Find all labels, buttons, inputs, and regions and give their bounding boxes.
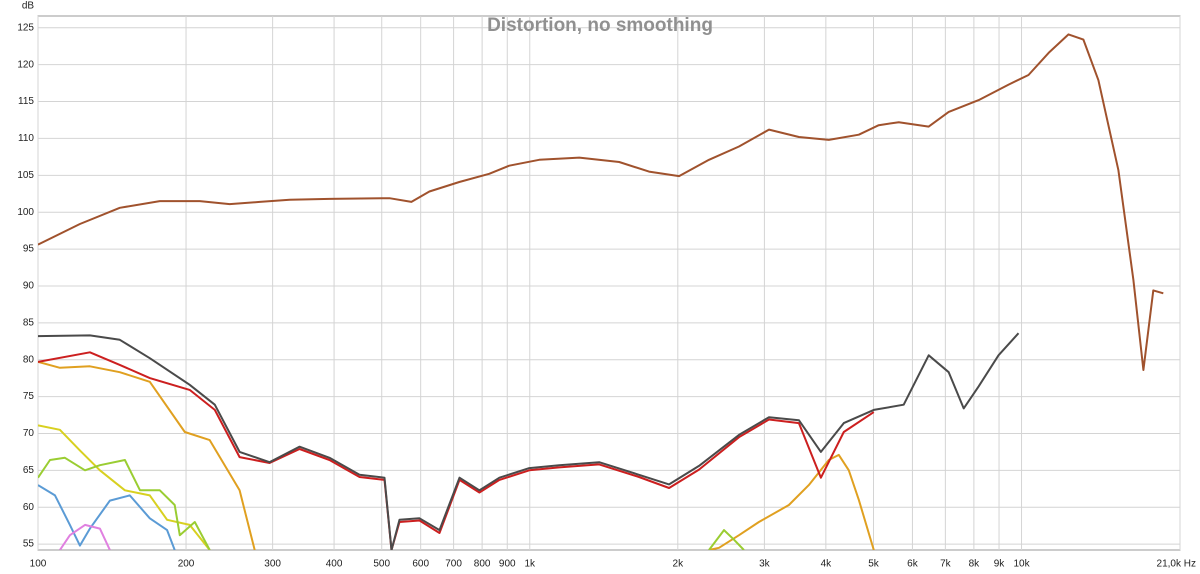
y-tick-label: 55: [23, 539, 35, 550]
x-tick-label: 900: [499, 559, 516, 570]
x-tick-label: 500: [373, 559, 390, 570]
y-tick-label: 60: [23, 502, 35, 513]
y-tick-label: 80: [23, 354, 35, 365]
series-line: [38, 33, 1164, 371]
series-line: [38, 484, 176, 550]
x-tick-label: 5k: [868, 559, 880, 570]
series-line: [38, 424, 211, 550]
x-tick-label: 4k: [821, 559, 833, 570]
y-tick-label: 75: [23, 391, 35, 402]
x-tick-label: 300: [264, 559, 281, 570]
y-tick-label: 85: [23, 317, 35, 328]
series-line: [59, 523, 111, 550]
y-tick-label: 105: [17, 170, 34, 181]
x-tick-label: 2k: [673, 559, 685, 570]
series-line: [38, 351, 875, 550]
series-line: [38, 456, 745, 550]
x-tick-label: 10k: [1013, 559, 1030, 570]
x-tick-label: 100: [30, 559, 47, 570]
y-tick-label: 95: [23, 244, 35, 255]
y-tick-label: 120: [17, 59, 34, 70]
x-tick-label: 1k: [524, 559, 536, 570]
x-tick-label: 21,0k Hz: [1157, 559, 1196, 570]
x-tick-label: 9k: [994, 559, 1006, 570]
y-axis-label: dB: [22, 1, 35, 12]
y-tick-label: 125: [17, 22, 34, 33]
x-tick-label: 8k: [969, 559, 981, 570]
x-tick-label: 400: [326, 559, 343, 570]
plot-area: [37, 15, 1181, 551]
y-tick-label: 115: [18, 96, 34, 107]
x-tick-label: 800: [474, 559, 491, 570]
y-tick-label: 70: [23, 428, 35, 439]
y-tick-label: 100: [17, 207, 34, 218]
x-tick-label: 3k: [759, 559, 771, 570]
y-tick-label: 65: [23, 465, 35, 476]
x-tick-label: 200: [178, 559, 195, 570]
x-tick-label: 7k: [940, 559, 952, 570]
y-tick-label: 90: [23, 281, 35, 292]
x-tick-label: 6k: [907, 559, 919, 570]
x-tick-label: 600: [412, 559, 429, 570]
x-tick-label: 700: [445, 559, 462, 570]
series-line: [38, 332, 1020, 550]
y-tick-label: 110: [18, 133, 34, 144]
chart-title: Distortion, no smoothing: [487, 15, 713, 36]
